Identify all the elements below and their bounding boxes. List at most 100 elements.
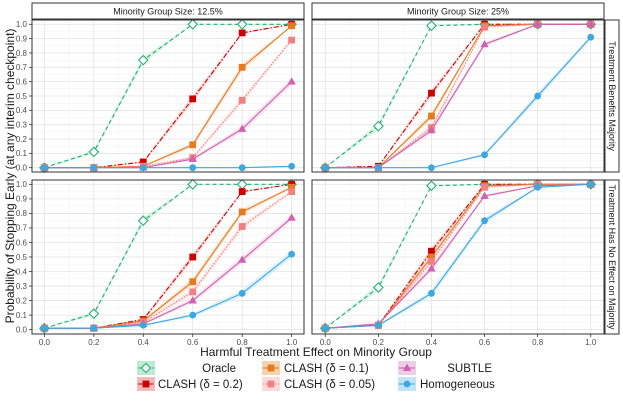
y-tick-label: 0.6: [16, 77, 28, 86]
legend-key-marker: [402, 363, 412, 371]
markers-homog: [321, 33, 595, 172]
line-homog: [325, 183, 591, 329]
x-tick-label: 0.8: [532, 338, 544, 347]
y-tick-label: 0.5: [16, 253, 28, 262]
point-clash005: [288, 36, 296, 44]
panel-r0-c1: [311, 18, 605, 174]
legend-key-marker: [140, 362, 152, 374]
point-subtle: [238, 124, 247, 132]
point-clash02: [189, 253, 197, 261]
point-homog: [90, 164, 98, 172]
legend-item-clash01: CLASH (δ = 0.1): [262, 361, 369, 375]
legend-label: CLASH (δ = 0.2): [158, 379, 243, 391]
legend-item-subtle: SUBTLE: [398, 361, 492, 375]
x-tick-label: 0.0: [320, 338, 332, 347]
point-homog: [428, 164, 435, 172]
y-tick-label: 0.0: [16, 163, 28, 172]
point-homog: [90, 324, 98, 332]
legend-key-marker: [267, 364, 275, 372]
line-homog: [44, 253, 292, 329]
legend-label: CLASH (δ = 0.1): [284, 363, 369, 375]
point-homog: [587, 180, 595, 188]
point-clash02: [428, 247, 435, 255]
panel-r1-c0: 0.0 0.1 0.2 0.3 0.4 0.5 0.6 0.7 0.8 0.9 1.0 0.0 0.2 0…: [16, 178, 305, 347]
point-homog: [40, 164, 48, 172]
point-homog: [481, 217, 488, 225]
legend-key-marker: [403, 380, 411, 388]
line-homog: [44, 165, 292, 169]
column-strip-box: [311, 2, 605, 20]
panel-r0-c0: 0.0 0.1 0.2 0.3 0.4 0.5 0.6 0.7 0.8 0.9 1.0: [16, 18, 305, 174]
band-clash01: [44, 186, 292, 329]
point-homog: [139, 164, 147, 172]
band-oracle: [44, 184, 292, 329]
x-tick-label: 1.0: [585, 338, 597, 347]
y-tick-label: 0.9: [16, 34, 28, 43]
point-clash02: [238, 29, 246, 37]
point-homog: [374, 321, 382, 329]
y-tick-label: 0.1: [16, 311, 28, 320]
line-clash005: [44, 191, 292, 329]
line-clash02: [44, 183, 292, 329]
point-clash02: [428, 89, 435, 97]
legend-key-marker: [267, 380, 275, 388]
legend-label: Homogeneous: [420, 379, 495, 391]
point-homog: [139, 321, 147, 329]
point-subtle: [533, 19, 542, 28]
point-clash01: [428, 112, 435, 120]
point-homog: [288, 250, 296, 258]
markers-homog: [40, 162, 296, 172]
panels: Minority Group Size: 12.5% Minority Group…: [16, 2, 620, 347]
line-homog: [325, 36, 592, 169]
row-strip-label: Treatment Benefits Majority: [607, 41, 617, 151]
column-strip-box: [31, 2, 305, 20]
panel-r1-c1: 0.0 0.2 0.4 0.6 0.8 1.0: [311, 178, 605, 347]
line-clash02: [44, 23, 292, 169]
y-tick-label: 0.1: [16, 149, 28, 158]
legend: Oracle CLASH (δ = 0.2) CLASH (δ = 0.1) CLAS…: [137, 361, 495, 391]
y-tick-label: 0.7: [16, 63, 28, 72]
x-tick-label: 0.6: [479, 338, 491, 347]
point-oracle: [88, 146, 100, 158]
point-clash005: [481, 23, 488, 31]
x-axis-title: Harmful Treatment Effect on Minority Gro…: [200, 345, 432, 359]
x-tick-label: 0.8: [237, 338, 249, 347]
y-tick-label: 0.4: [16, 106, 28, 115]
row-strip-box: [604, 179, 620, 335]
line-subtle: [325, 183, 591, 329]
point-homog: [481, 151, 488, 159]
y-tick-label: 0.7: [16, 224, 28, 233]
point-clash01: [238, 208, 246, 216]
point-clash01: [189, 141, 197, 149]
point-homog: [534, 183, 542, 191]
y-tick-label: 1.0: [16, 180, 28, 189]
line-oracle: [44, 183, 292, 329]
y-tick-label: 1.0: [16, 20, 28, 29]
point-clash005: [238, 96, 246, 104]
point-clash01: [428, 253, 435, 261]
point-oracle: [236, 18, 248, 30]
point-homog: [40, 324, 48, 332]
point-homog: [189, 311, 197, 319]
x-tick-label: 0.2: [88, 338, 100, 347]
point-oracle: [137, 215, 149, 227]
x-tick-label: 0.4: [138, 338, 150, 347]
point-clash01: [189, 278, 197, 286]
y-tick-label: 0.8: [16, 209, 28, 218]
point-clash02: [189, 95, 197, 103]
legend-item-homog: Homogeneous: [398, 377, 495, 391]
point-clash02: [238, 188, 246, 196]
column-strip-label: Minority Group Size: 12.5%: [113, 7, 223, 17]
legend-item-oracle: Oracle: [137, 361, 236, 375]
point-subtle: [238, 255, 247, 263]
point-oracle: [187, 18, 199, 30]
line-clash02: [325, 23, 591, 169]
markers-homog: [40, 250, 296, 332]
row-strip-box: [604, 19, 620, 173]
legend-key-marker: [142, 380, 150, 388]
x-tick-label: 0.4: [426, 338, 438, 347]
legend-label: CLASH (δ = 0.05): [284, 379, 375, 391]
point-subtle: [287, 213, 296, 221]
point-subtle: [586, 19, 595, 28]
